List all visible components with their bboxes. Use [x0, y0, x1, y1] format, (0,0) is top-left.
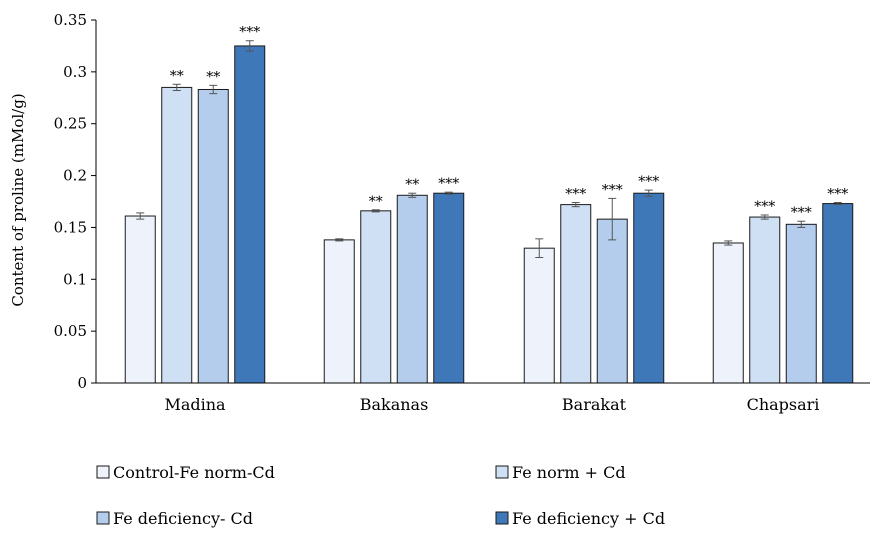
- bars-layer: [125, 46, 853, 383]
- significance-label: **: [170, 68, 184, 84]
- bar: [162, 87, 192, 383]
- significance-label: **: [405, 177, 419, 193]
- y-tick-label: 0: [77, 374, 87, 392]
- bar: [235, 46, 265, 383]
- legend-label: Fe norm + Cd: [512, 463, 626, 482]
- y-axis-title: Content of proline (mMol/g): [9, 93, 27, 306]
- significance-label: ***: [438, 176, 459, 192]
- y-axis-ticks: 0 0.05 0.1 0.15 0.2 0.25 0.3 0.35: [54, 11, 96, 392]
- bar: [561, 205, 591, 383]
- bar: [524, 248, 554, 383]
- significance-label: ***: [827, 187, 848, 203]
- significance-label: ***: [239, 25, 260, 41]
- legend-swatch: [496, 512, 508, 524]
- bar: [750, 217, 780, 383]
- y-tick-label: 0.05: [54, 322, 87, 340]
- x-category-label: Chapsari: [747, 395, 820, 414]
- bar: [597, 219, 627, 383]
- significance-label: ***: [638, 174, 659, 190]
- significance-label: **: [369, 194, 383, 210]
- bar: [397, 195, 427, 383]
- bar: [324, 240, 354, 383]
- legend-label: Fe deficiency- Cd: [113, 509, 253, 528]
- significance-label: ***: [754, 199, 775, 215]
- legend-label: Control-Fe norm-Cd: [113, 463, 275, 482]
- bar: [361, 211, 391, 383]
- bar: [634, 193, 664, 383]
- y-tick-label: 0.25: [54, 115, 87, 133]
- y-tick-label: 0.15: [54, 218, 87, 236]
- bar: [198, 89, 228, 383]
- legend-swatch: [97, 512, 109, 524]
- legend-swatch: [496, 466, 508, 478]
- legend-label: Fe deficiency + Cd: [512, 509, 665, 528]
- significance-labels-layer: **** ********** ************ ******: [170, 25, 849, 221]
- x-category-label: Bakanas: [360, 395, 429, 414]
- bar: [125, 216, 155, 383]
- bar: [786, 224, 816, 383]
- bar: [713, 243, 743, 383]
- x-category-label: Madina: [164, 395, 226, 414]
- y-tick-label: 0.1: [63, 270, 87, 288]
- bar: [434, 193, 464, 383]
- x-axis-category-labels: Madina Bakanas Barakat Chapsari: [164, 395, 819, 414]
- significance-label: ***: [791, 205, 812, 221]
- x-category-label: Barakat: [562, 395, 627, 414]
- legend-swatch: [97, 466, 109, 478]
- significance-label: **: [206, 69, 220, 85]
- significance-label: ***: [565, 187, 586, 203]
- legend: Control-Fe norm-Cd Fe norm + Cd Fe deficie…: [97, 463, 665, 528]
- y-tick-label: 0.2: [63, 167, 87, 185]
- significance-label: ***: [602, 182, 623, 198]
- bar: [823, 204, 853, 383]
- y-tick-label: 0.3: [63, 63, 87, 81]
- y-tick-label: 0.35: [54, 11, 87, 29]
